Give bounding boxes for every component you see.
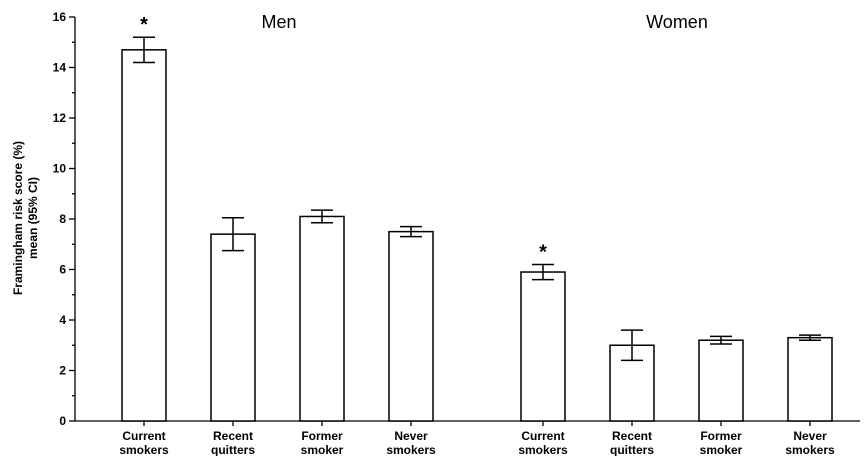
y-tick-label: 8 bbox=[59, 212, 66, 226]
category-label-line1: Former bbox=[301, 429, 343, 443]
bar bbox=[520, 271, 566, 422]
bar bbox=[121, 49, 167, 422]
category-labels: MenCurrentsmokersRecentquittersFormersmo… bbox=[119, 12, 835, 456]
y-tick-label: 4 bbox=[59, 313, 66, 327]
category-label-line1: Current bbox=[521, 429, 564, 443]
y-tick-label: 2 bbox=[59, 364, 66, 378]
category-label-line1: Former bbox=[700, 429, 742, 443]
y-tick-label: 16 bbox=[53, 10, 67, 24]
category-label-line2: quitters bbox=[211, 443, 255, 456]
category-label-line2: smoker bbox=[700, 443, 743, 456]
group-title-men: Men bbox=[261, 12, 296, 32]
y-tick-label: 0 bbox=[59, 414, 66, 428]
significance-marker: * bbox=[140, 14, 148, 36]
y-tick-label: 14 bbox=[53, 61, 67, 75]
y-tick-label: 6 bbox=[59, 263, 66, 277]
category-label-line2: smokers bbox=[386, 443, 436, 456]
category-label-line2: smoker bbox=[301, 443, 344, 456]
y-tick-label: 10 bbox=[53, 162, 67, 176]
category-label-line2: smokers bbox=[119, 443, 169, 456]
bar bbox=[299, 215, 345, 422]
category-label-line1: Never bbox=[394, 429, 428, 443]
category-label-line1: Current bbox=[122, 429, 165, 443]
y-axis-label-line1: Framingham risk score (%) bbox=[11, 141, 25, 295]
y-tick-label: 12 bbox=[53, 111, 67, 125]
category-label-line1: Recent bbox=[213, 429, 253, 443]
category-label-line1: Recent bbox=[612, 429, 652, 443]
category-label-line2: smokers bbox=[518, 443, 568, 456]
group-title-women: Women bbox=[646, 12, 708, 32]
y-axis-label-line2: mean (95% CI) bbox=[26, 177, 40, 259]
significance-marker: * bbox=[539, 241, 547, 263]
category-label-line2: quitters bbox=[610, 443, 654, 456]
category-label-line2: smokers bbox=[785, 443, 835, 456]
bar bbox=[388, 230, 434, 422]
bar bbox=[787, 336, 833, 422]
bar bbox=[210, 233, 256, 422]
category-label-line1: Never bbox=[793, 429, 827, 443]
bar bbox=[698, 339, 744, 422]
bars: ** bbox=[121, 14, 833, 422]
